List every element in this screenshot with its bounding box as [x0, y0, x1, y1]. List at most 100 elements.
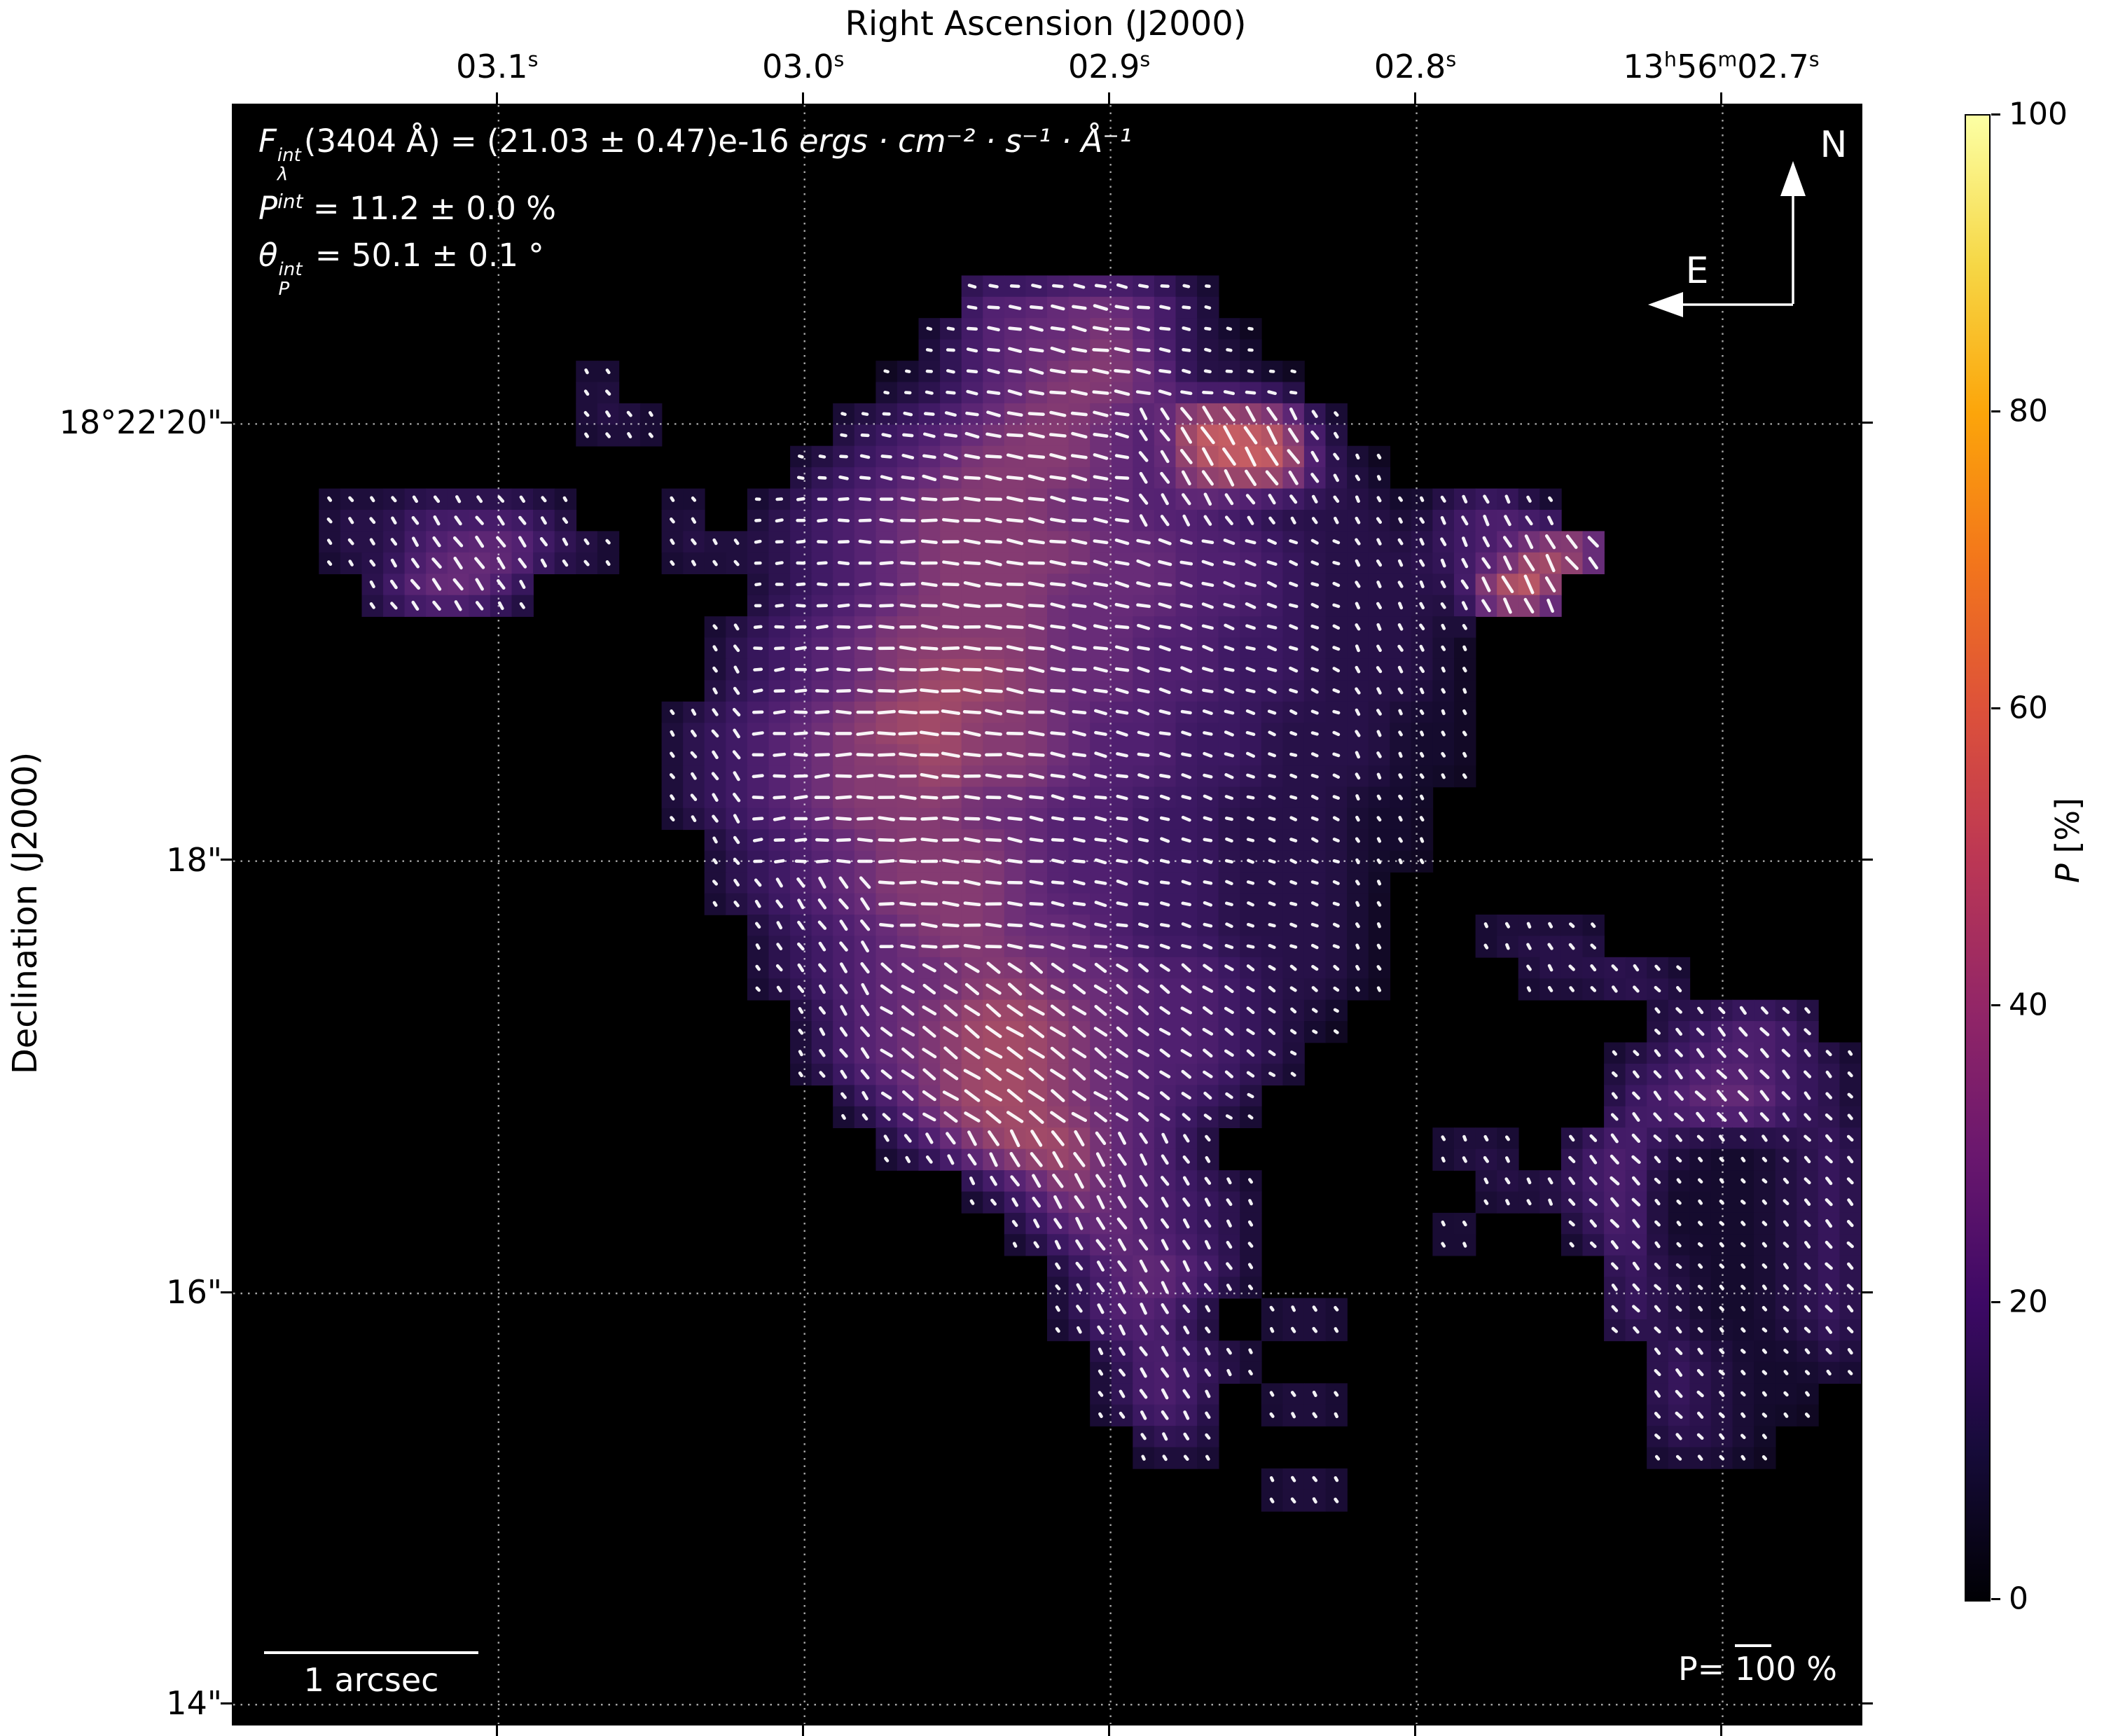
polarization-vector: [1332, 838, 1340, 842]
polarization-vector: [817, 582, 828, 587]
polarization-vector: [1159, 880, 1170, 885]
polarization-vector: [1075, 1216, 1084, 1230]
polarization-vector: [963, 730, 981, 737]
polarization-vector: [1611, 1326, 1618, 1333]
polarization-vector: [1006, 411, 1023, 417]
polarization-vector: [1050, 731, 1066, 736]
polarization-vector: [1376, 687, 1382, 695]
polarization-vector: [942, 602, 960, 609]
polarization-vector: [898, 709, 918, 715]
polarization-vector: [1161, 1218, 1170, 1229]
polarization-vector: [583, 389, 590, 396]
polarization-vector: [1762, 1284, 1767, 1291]
polarization-vector: [1248, 1178, 1253, 1184]
polarization-vector: [752, 731, 764, 736]
polarization-vector: [817, 518, 828, 523]
polarization-vector: [1202, 688, 1214, 693]
polarization-vector: [733, 665, 740, 674]
polarization-vector: [1094, 922, 1107, 928]
polarization-vector: [883, 369, 890, 374]
polarization-vector: [1333, 1008, 1339, 1013]
polarization-vector: [1505, 1135, 1510, 1141]
polarization-vector: [1137, 1112, 1149, 1122]
polarization-vector: [1440, 580, 1446, 589]
polarization-vector: [1224, 623, 1235, 631]
polarization-vector: [1139, 1281, 1149, 1293]
polarization-vector: [1094, 962, 1107, 973]
polarization-vector: [1462, 1134, 1467, 1142]
polarization-vector: [943, 1026, 959, 1038]
polarization-vector: [1137, 944, 1149, 949]
polarization-vector: [1049, 475, 1067, 481]
polarization-vector: [1223, 539, 1236, 546]
polarization-vector: [1161, 1410, 1169, 1420]
polarization-vector: [1420, 496, 1425, 502]
polarization-vector: [1029, 983, 1044, 995]
polarization-vector: [712, 645, 718, 652]
polarization-vector: [1462, 1221, 1467, 1227]
polarization-vector: [1675, 1027, 1682, 1036]
polarization-vector: [1333, 986, 1340, 992]
polarization-vector: [732, 750, 741, 760]
polarization-vector: [1355, 538, 1361, 546]
polarization-vector: [1397, 581, 1404, 588]
polarization-vector: [1782, 1027, 1790, 1036]
polarization-vector: [964, 453, 981, 459]
polarization-vector: [1462, 1242, 1467, 1248]
polarization-vector: [1675, 1134, 1682, 1142]
polarization-vector: [1205, 1326, 1211, 1333]
polarization-vector: [1203, 1048, 1213, 1058]
polarization-vector: [1696, 1111, 1705, 1123]
polarization-vector: [838, 876, 849, 889]
polarization-vector: [1311, 517, 1318, 525]
polarization-vector: [1676, 1178, 1682, 1184]
polarization-vector: [1762, 1412, 1768, 1418]
axis-tick: [1108, 1725, 1111, 1736]
polarization-vector: [454, 515, 462, 526]
polarization-vector: [1332, 688, 1341, 694]
polarization-vector: [775, 964, 783, 972]
polarization-vector: [1224, 1027, 1234, 1036]
polarization-vector: [1245, 646, 1256, 651]
polarization-vector: [963, 752, 981, 758]
polarization-vector: [1247, 922, 1254, 928]
polarization-vector: [964, 1025, 980, 1039]
polarization-vector: [1269, 1391, 1275, 1397]
polarization-vector: [1007, 816, 1023, 821]
polarization-vector: [1006, 433, 1024, 438]
polarization-vector: [818, 454, 826, 459]
polarization-vector: [859, 919, 871, 931]
polarization-vector: [1029, 838, 1044, 842]
polarization-vector: [1075, 1261, 1084, 1271]
polarization-vector: [1783, 1134, 1790, 1142]
polarization-vector: [1224, 795, 1234, 800]
polarization-vector: [1268, 964, 1276, 971]
polarization-vector: [1055, 1305, 1060, 1312]
polarization-vector: [947, 1154, 955, 1165]
polarization-vector: [1781, 1091, 1791, 1100]
polarization-vector: [1161, 1281, 1169, 1294]
polarization-vector: [1116, 1048, 1128, 1058]
polarization-vector: [878, 923, 894, 928]
polarization-vector: [1376, 772, 1382, 780]
polarization-vector: [925, 1155, 933, 1164]
polarization-vector: [774, 667, 785, 672]
polarization-vector: [1676, 1242, 1682, 1248]
polarization-vector: [712, 880, 719, 886]
polarization-vector: [1312, 1029, 1318, 1034]
theta-sub: P: [278, 278, 290, 300]
polarization-vector: [1159, 326, 1171, 331]
polarization-vector: [882, 1113, 891, 1121]
polarization-vector: [775, 604, 784, 608]
polarization-vector: [1355, 516, 1361, 525]
polarization-vector: [922, 1090, 936, 1102]
polarization-vector: [1224, 1049, 1234, 1057]
polarization-vector: [1158, 560, 1172, 567]
polarization-vector: [1245, 560, 1257, 567]
polarization-vector: [1355, 901, 1360, 907]
polarization-vector: [1245, 405, 1256, 422]
polarization-vector: [1182, 1347, 1191, 1356]
polarization-vector: [1311, 837, 1319, 843]
polarization-vector: [818, 1006, 826, 1015]
polarization-vector: [1245, 469, 1257, 487]
